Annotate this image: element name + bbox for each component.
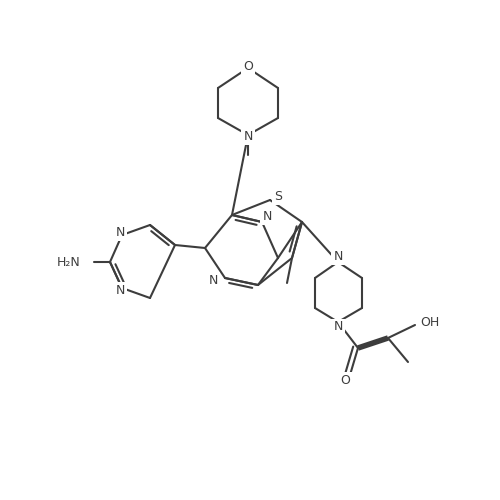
Text: N: N (208, 274, 218, 286)
Text: H₂N: H₂N (56, 256, 80, 268)
Text: N: N (116, 284, 124, 296)
Text: O: O (340, 374, 350, 386)
Text: N: N (262, 210, 272, 224)
Text: O: O (243, 60, 253, 72)
Text: N: N (244, 130, 252, 143)
Text: N: N (334, 320, 342, 334)
Text: N: N (116, 226, 124, 239)
Text: OH: OH (420, 316, 440, 330)
Text: S: S (274, 190, 282, 203)
Text: N: N (334, 250, 342, 264)
